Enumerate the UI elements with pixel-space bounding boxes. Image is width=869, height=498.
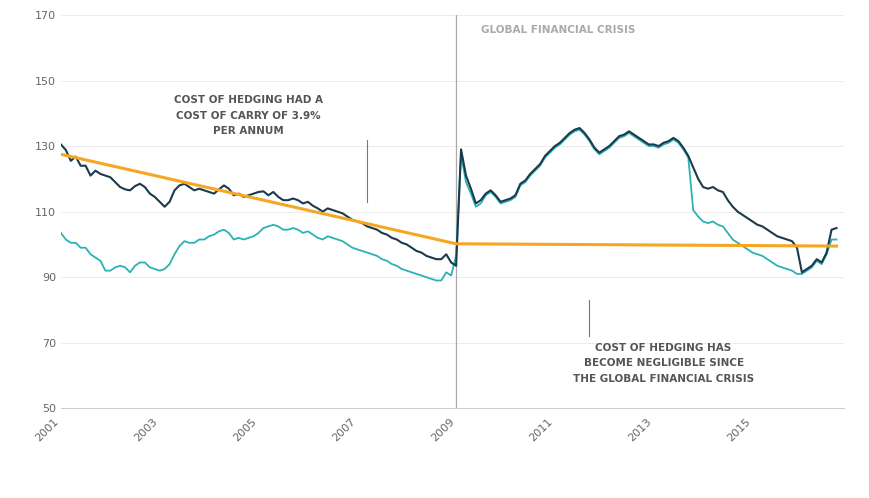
Text: GLOBAL FINANCIAL CRISIS: GLOBAL FINANCIAL CRISIS: [481, 25, 634, 35]
Text: COST OF HEDGING HAD A
COST OF CARRY OF 3.9%
PER ANNUM: COST OF HEDGING HAD A COST OF CARRY OF 3…: [174, 95, 322, 136]
Text: COST OF HEDGING HAS
BECOME NEGLIGIBLE SINCE
THE GLOBAL FINANCIAL CRISIS: COST OF HEDGING HAS BECOME NEGLIGIBLE SI…: [573, 343, 753, 384]
